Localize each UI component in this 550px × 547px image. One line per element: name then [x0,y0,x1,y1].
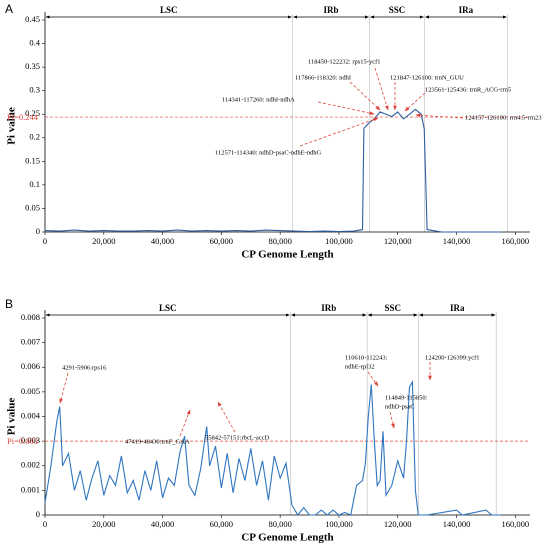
y-tick-label: 0 [36,509,40,519]
annotation: 117866-118320: ndhI [295,74,351,81]
y-tick-label: 0.003 [21,435,40,445]
annotation-arrow [374,67,389,111]
annotation-arrow [404,92,426,112]
region-label: IRb [321,303,336,313]
region-label: SSC [389,5,406,15]
pi-line [44,380,501,516]
x-tick-label: 80,000 [268,519,291,529]
region-label: LSC [159,303,177,313]
annotation: 124200-126399:ycf1 [425,354,480,361]
annotation: ndhE-rpl32 [345,363,375,370]
y-tick-label: 0.001 [21,484,40,494]
x-tick-label: 160,000 [501,519,529,529]
annotation-arrow [179,409,191,437]
y-tick-label: 0.006 [21,361,40,371]
y-tick-label: 0.05 [25,202,40,212]
annotation-arrow [389,411,395,429]
y-tick-label: 0.004 [21,410,41,420]
annotation-arrow [349,81,381,111]
annotation: 114849-115850: [385,394,428,401]
x-tick-label: 140,000 [443,236,471,246]
annotation: 118450-122232: rps15-ycf1 [308,58,381,65]
annotation-arrow [299,117,379,147]
y-tick-label: 0.005 [21,386,40,396]
annotation: 4291-5906:rps16 [62,364,107,371]
y-tick-label: 0.4 [29,38,40,48]
annotation-arrow [367,371,379,387]
x-tick-label: 20,000 [92,236,115,246]
annotation: 55842-57151:rbcL-accD [205,434,270,441]
region-label: SSC [384,303,401,313]
x-tick-label: 140,000 [443,519,471,529]
annotation: 110610-112243: [345,354,388,361]
annotation-arrow [217,401,236,433]
annotation: 121847-126100: trnN_GUU [390,74,464,81]
x-axis-title: CP Genome Length [241,532,333,544]
x-tick-label: 0 [43,519,47,529]
x-tick-label: 160,000 [501,236,529,246]
y-tick-label: 0.15 [25,155,40,165]
region-label: IRa [450,303,465,313]
region-label: LSC [160,5,178,15]
x-tick-label: 100,000 [325,519,353,529]
threshold-label: Pi=0.244 [7,112,39,122]
annotation: 124157-126100: rrn4.5-rrn23 [465,114,542,121]
y-tick-label: 0.2 [29,132,40,142]
x-tick-label: 80,000 [268,236,291,246]
x-tick-label: 60,000 [210,519,233,529]
x-tick-label: 0 [43,236,47,246]
region-label: IRb [323,5,338,15]
x-tick-label: 120,000 [384,236,412,246]
y-tick-label: 0.3 [29,85,40,95]
region-label: IRa [459,5,474,15]
x-axis-title: CP Genome Length [241,249,333,261]
annotation: 47419-48430:trnF_GAA [125,438,190,445]
y-tick-label: 0.1 [29,179,40,189]
y-tick-label: 0.002 [21,460,40,470]
y-tick-label: 0.35 [25,61,40,71]
y-tick-label: 0.25 [25,108,40,118]
x-tick-label: 60,000 [210,236,233,246]
pi-line [44,108,501,233]
x-tick-label: 40,000 [151,519,174,529]
panel-label: B [5,297,13,311]
annotation: 114341-117260: ndhI-ndhA [222,96,295,103]
annotation-arrow [415,113,464,119]
y-tick-label: 0.45 [25,14,40,24]
annotation: 112571-114340: ndhD-psaC-ndhE-ndhG [215,149,322,156]
y-tick-label: 0.007 [21,337,40,347]
annotation-arrow [59,372,69,404]
x-tick-label: 100,000 [325,236,353,246]
y-tick-label: 0 [36,226,40,236]
y-axis-title: Pi value [6,107,18,145]
annotation: ndhD-psaC [385,403,415,410]
panel-label: A [5,2,13,16]
x-tick-label: 120,000 [384,519,412,529]
x-tick-label: 40,000 [151,236,174,246]
y-tick-label: 0.008 [21,312,40,322]
y-axis-title: Pi value [6,398,18,436]
x-tick-label: 20,000 [92,519,115,529]
annotation-arrow [317,101,375,115]
annotation: 123561-125436: trnR_ACG-rrn5 [425,86,511,93]
threshold-label: Pi=0.003 [7,436,38,446]
